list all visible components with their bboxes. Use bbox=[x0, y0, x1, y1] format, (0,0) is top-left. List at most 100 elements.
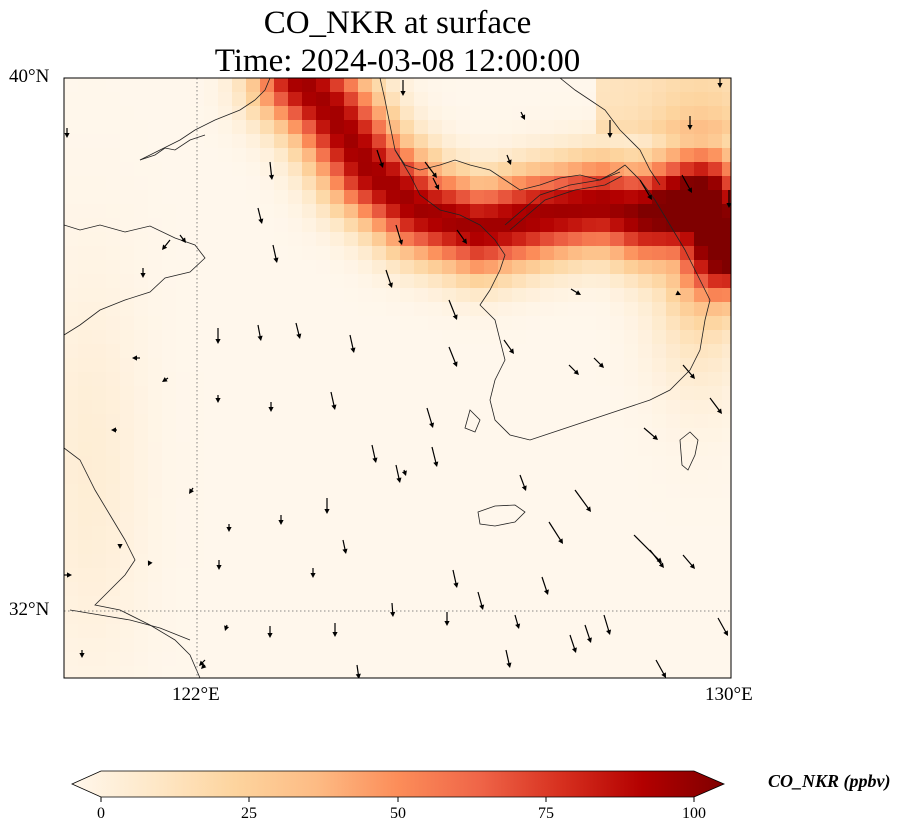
field-cell bbox=[330, 386, 345, 401]
field-cell bbox=[470, 106, 485, 121]
field-cell bbox=[106, 582, 121, 597]
field-cell bbox=[358, 638, 373, 653]
field-cell bbox=[526, 316, 541, 331]
field-cell bbox=[232, 162, 247, 177]
field-cell bbox=[372, 484, 387, 499]
field-cell bbox=[344, 78, 359, 93]
field-cell bbox=[498, 666, 513, 678]
field-cell bbox=[512, 596, 527, 611]
field-cell bbox=[554, 274, 569, 289]
field-cell bbox=[428, 540, 443, 555]
field-cell bbox=[190, 442, 205, 457]
field-cell bbox=[316, 260, 331, 275]
field-cell bbox=[512, 120, 527, 135]
field-cell bbox=[162, 162, 177, 177]
field-cell bbox=[162, 568, 177, 583]
field-cell bbox=[358, 148, 373, 163]
field-cell bbox=[400, 288, 415, 303]
field-cell bbox=[148, 596, 163, 611]
field-cell bbox=[456, 666, 471, 678]
field-cell bbox=[568, 246, 583, 261]
field-cell bbox=[652, 526, 667, 541]
field-cell bbox=[694, 232, 709, 247]
field-cell bbox=[232, 106, 247, 121]
field-cell bbox=[498, 400, 513, 415]
wind-arrow-head bbox=[652, 434, 658, 440]
field-cell bbox=[232, 624, 247, 639]
field-cell bbox=[442, 386, 457, 401]
field-cell bbox=[232, 330, 247, 345]
field-cell bbox=[680, 526, 695, 541]
field-cell bbox=[386, 428, 401, 443]
field-cell bbox=[456, 120, 471, 135]
wind-arrow-head bbox=[355, 673, 361, 678]
field-cell bbox=[582, 358, 597, 373]
field-cell bbox=[330, 596, 345, 611]
field-cell bbox=[260, 610, 275, 625]
field-cell bbox=[414, 498, 429, 513]
field-cell bbox=[694, 106, 709, 121]
field-cell bbox=[554, 554, 569, 569]
wind-arrow-head bbox=[452, 361, 458, 367]
field-cell bbox=[666, 624, 681, 639]
field-cell bbox=[246, 456, 261, 471]
field-cell bbox=[106, 400, 121, 415]
field-cell bbox=[260, 204, 275, 219]
field-cell bbox=[652, 246, 667, 261]
field-cell bbox=[638, 330, 653, 345]
wind-arrow-head bbox=[607, 133, 613, 138]
field-cell bbox=[246, 470, 261, 485]
field-cell bbox=[120, 372, 135, 387]
field-cell bbox=[428, 190, 443, 205]
wind-arrow-head bbox=[687, 187, 692, 193]
field-cell bbox=[134, 428, 149, 443]
field-cell bbox=[358, 540, 373, 555]
wind-arrow-shaft bbox=[649, 549, 663, 567]
field-cell bbox=[470, 92, 485, 107]
field-cell bbox=[386, 386, 401, 401]
field-cell bbox=[386, 92, 401, 107]
wind-arrow-head bbox=[387, 282, 393, 288]
field-cell bbox=[442, 484, 457, 499]
field-cell bbox=[442, 498, 457, 513]
field-cell bbox=[526, 92, 541, 107]
field-cell bbox=[302, 204, 317, 219]
field-cell bbox=[330, 302, 345, 317]
field-cell bbox=[302, 274, 317, 289]
field-cell bbox=[470, 638, 485, 653]
field-cell bbox=[176, 120, 191, 135]
field-cell bbox=[498, 624, 513, 639]
field-cell bbox=[78, 232, 93, 247]
field-cell bbox=[344, 106, 359, 121]
wind-arrow-head bbox=[67, 572, 72, 578]
field-cell bbox=[288, 274, 303, 289]
field-cell bbox=[526, 78, 541, 93]
wind-arrow-shaft bbox=[426, 407, 433, 426]
field-cell bbox=[428, 330, 443, 345]
field-cell bbox=[554, 610, 569, 625]
field-cell bbox=[484, 498, 499, 513]
field-cell bbox=[414, 120, 429, 135]
field-cell bbox=[134, 260, 149, 275]
field-cell bbox=[92, 526, 107, 541]
field-cell bbox=[344, 288, 359, 303]
field-cell bbox=[274, 302, 289, 317]
field-cell bbox=[456, 498, 471, 513]
field-cell bbox=[372, 246, 387, 261]
field-cell bbox=[568, 554, 583, 569]
field-cell bbox=[176, 162, 191, 177]
field-cell bbox=[722, 78, 731, 93]
field-cell bbox=[134, 162, 149, 177]
field-cell bbox=[218, 372, 233, 387]
field-cell bbox=[190, 274, 205, 289]
field-cell bbox=[120, 246, 135, 261]
field-cell bbox=[106, 92, 121, 107]
field-cell bbox=[176, 484, 191, 499]
field-cell bbox=[134, 386, 149, 401]
field-cell bbox=[400, 582, 415, 597]
field-cell bbox=[666, 666, 681, 678]
field-cell bbox=[218, 134, 233, 149]
field-cell bbox=[246, 666, 261, 678]
field-cell bbox=[624, 610, 639, 625]
field-cell bbox=[442, 442, 457, 457]
